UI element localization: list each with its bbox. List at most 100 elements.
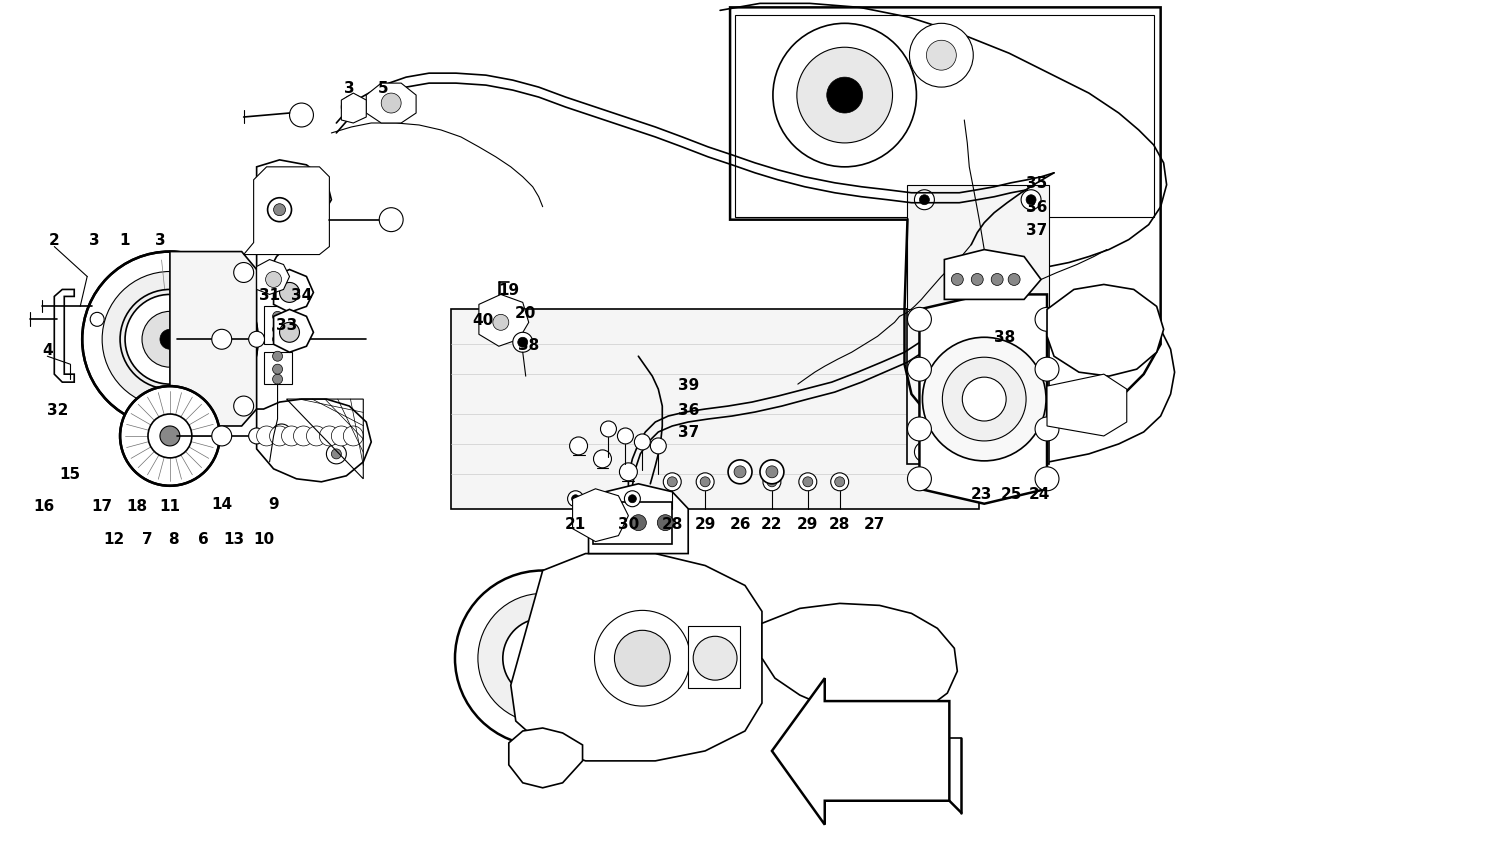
Text: 40: 40 [472,312,494,327]
Circle shape [1022,442,1041,463]
Circle shape [273,352,282,362]
Text: 36: 36 [1026,200,1047,215]
Text: 37: 37 [678,425,699,440]
Text: 34: 34 [291,288,312,302]
Text: 16: 16 [33,499,56,514]
Circle shape [1035,418,1059,441]
Text: 26: 26 [729,517,752,532]
Circle shape [992,274,1004,286]
Circle shape [922,338,1046,462]
Circle shape [796,48,892,143]
Text: 15: 15 [60,467,81,482]
Text: 21: 21 [566,517,586,532]
Text: 8: 8 [168,532,178,546]
Circle shape [320,426,339,446]
Circle shape [273,375,282,385]
Circle shape [766,466,778,479]
Circle shape [454,571,630,746]
Text: 29: 29 [694,517,715,532]
Circle shape [1035,308,1059,332]
Circle shape [827,78,862,114]
Circle shape [915,442,934,463]
Circle shape [279,323,300,343]
Text: 24: 24 [1029,487,1050,501]
Polygon shape [54,290,74,382]
Text: 3: 3 [344,80,354,95]
Circle shape [963,378,1006,421]
Polygon shape [945,251,1041,300]
Text: 28: 28 [830,517,850,532]
Circle shape [942,365,986,408]
Circle shape [734,466,746,479]
Polygon shape [588,484,688,554]
Polygon shape [762,603,957,715]
Circle shape [518,338,528,348]
Circle shape [908,468,932,491]
Circle shape [920,447,930,457]
Circle shape [513,333,532,353]
Circle shape [306,426,327,446]
Circle shape [211,330,231,349]
Text: 3: 3 [154,233,165,248]
Circle shape [909,24,974,88]
Text: 13: 13 [224,532,245,546]
Text: 30: 30 [618,517,639,532]
Circle shape [942,358,1026,441]
Text: 6: 6 [198,532,208,546]
Text: 14: 14 [211,496,232,511]
Circle shape [273,312,282,322]
Circle shape [276,430,286,440]
Text: 38: 38 [518,338,540,352]
Circle shape [267,198,291,223]
Text: 12: 12 [104,532,125,546]
Polygon shape [273,310,314,353]
Polygon shape [273,270,314,313]
Text: 5: 5 [378,80,388,95]
Polygon shape [256,160,332,270]
Circle shape [624,491,640,507]
Circle shape [951,274,963,286]
Text: 2: 2 [50,233,60,248]
Circle shape [772,24,916,168]
Circle shape [272,425,291,445]
Circle shape [618,429,633,445]
Circle shape [274,181,285,191]
Text: 4: 4 [42,343,52,357]
Polygon shape [1047,375,1126,436]
Circle shape [834,477,844,487]
Text: 37: 37 [1026,223,1047,238]
Circle shape [831,473,849,491]
Circle shape [570,437,588,456]
Circle shape [120,387,219,486]
Circle shape [332,426,351,446]
Text: 18: 18 [126,499,147,514]
Circle shape [728,460,752,484]
Bar [264,307,291,345]
Circle shape [628,495,636,503]
Bar [688,626,740,689]
Polygon shape [478,295,528,347]
Polygon shape [170,252,256,426]
Circle shape [663,473,681,491]
Circle shape [567,491,584,507]
Circle shape [620,463,638,481]
Text: 38: 38 [993,329,1016,344]
Polygon shape [256,399,370,482]
Polygon shape [342,94,366,124]
Polygon shape [256,260,290,295]
Polygon shape [1047,285,1164,376]
Circle shape [381,94,400,114]
Circle shape [142,312,198,368]
Polygon shape [908,310,1048,464]
Circle shape [273,204,285,216]
Circle shape [766,477,777,487]
Circle shape [270,176,290,196]
Circle shape [1022,191,1041,210]
Circle shape [1026,196,1036,205]
Polygon shape [512,554,762,761]
Circle shape [282,426,302,446]
Text: 35: 35 [1026,176,1047,191]
Circle shape [234,263,254,283]
Circle shape [249,429,264,445]
Polygon shape [452,310,980,509]
